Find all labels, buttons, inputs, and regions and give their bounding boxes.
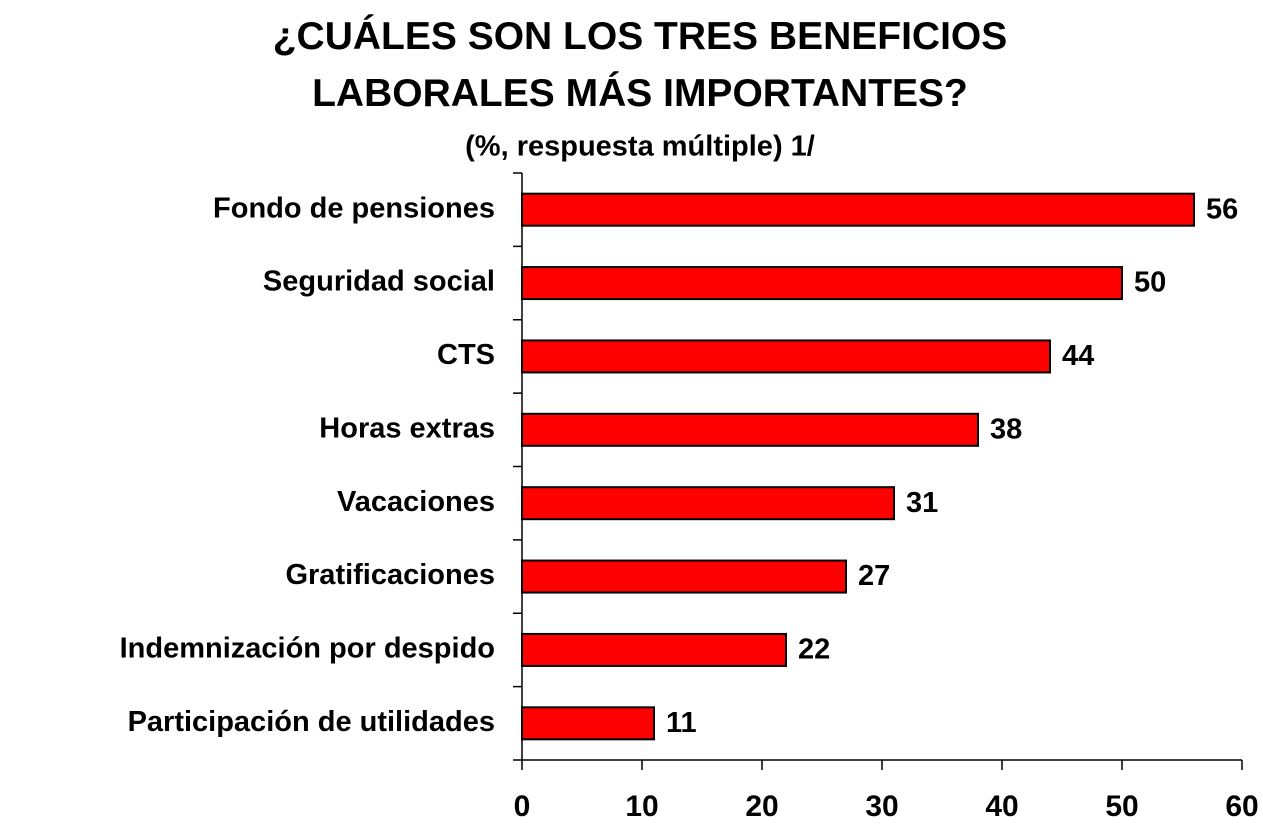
x-tick-label: 40 bbox=[985, 790, 1018, 823]
bar bbox=[521, 706, 655, 741]
x-tick-label: 0 bbox=[514, 790, 531, 823]
x-tick-label: 20 bbox=[745, 790, 778, 823]
bar bbox=[521, 559, 847, 594]
bar bbox=[521, 486, 895, 521]
value-label: 56 bbox=[1206, 193, 1238, 225]
bar bbox=[521, 266, 1123, 301]
x-tick-label: 50 bbox=[1105, 790, 1138, 823]
value-label: 27 bbox=[858, 560, 890, 592]
value-label: 50 bbox=[1134, 267, 1166, 299]
value-label: 11 bbox=[666, 707, 697, 739]
y-tick-label: Participación de utilidades bbox=[128, 706, 495, 738]
y-tick-label: Indemnización por despido bbox=[120, 633, 495, 665]
x-tick-label: 30 bbox=[865, 790, 898, 823]
y-tick-label: Vacaciones bbox=[337, 486, 495, 518]
chart-subtitle: (%, respuesta múltiple) 1/ bbox=[465, 131, 815, 163]
value-label: 22 bbox=[798, 634, 830, 666]
bar bbox=[521, 632, 787, 667]
bar bbox=[521, 412, 979, 447]
y-tick-label: Horas extras bbox=[319, 412, 495, 444]
y-tick-label: Seguridad social bbox=[263, 266, 495, 298]
value-label: 38 bbox=[990, 413, 1022, 445]
y-tick-label: Gratificaciones bbox=[285, 559, 495, 591]
value-label: 44 bbox=[1062, 340, 1094, 372]
x-tick-label: 60 bbox=[1225, 790, 1258, 823]
chart-title: ¿CUÁLES SON LOS TRES BENEFICIOS LABORALE… bbox=[272, 15, 1008, 115]
bar bbox=[521, 339, 1051, 374]
value-label: 31 bbox=[906, 487, 938, 519]
y-tick-label: CTS bbox=[437, 339, 495, 371]
x-tick-label: 10 bbox=[625, 790, 658, 823]
y-tick-label: Fondo de pensiones bbox=[213, 192, 495, 224]
bar bbox=[521, 192, 1195, 227]
